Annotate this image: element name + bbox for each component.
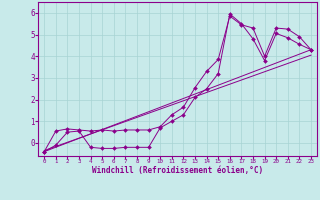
X-axis label: Windchill (Refroidissement éolien,°C): Windchill (Refroidissement éolien,°C) — [92, 166, 263, 175]
